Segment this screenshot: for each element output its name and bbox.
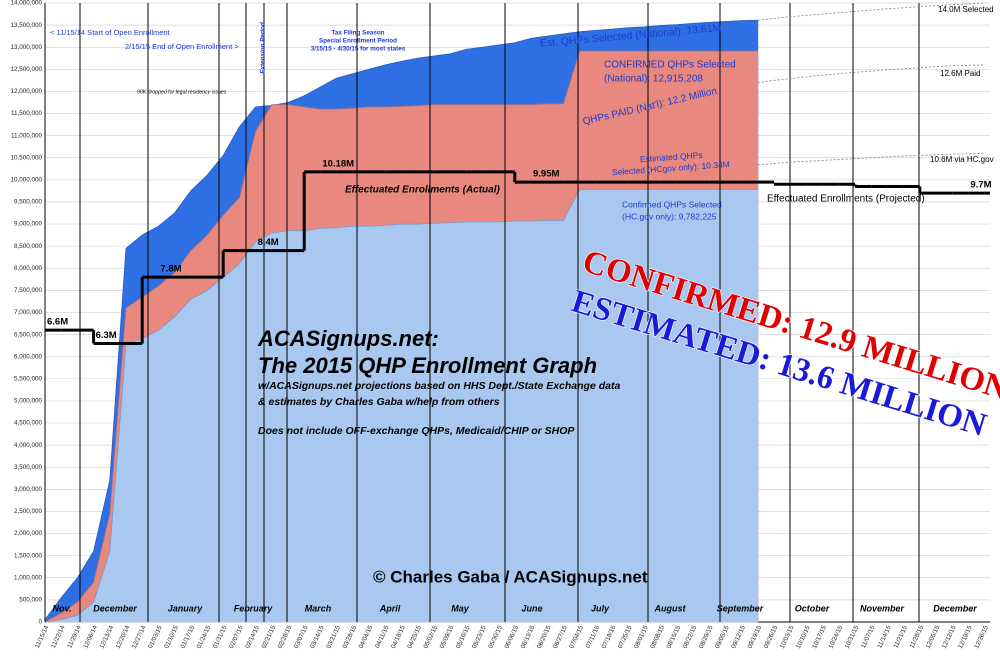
y-tick-label: 10,500,000 xyxy=(10,154,42,161)
area-edge xyxy=(44,189,758,623)
value-label: 6.6M xyxy=(47,317,68,328)
y-tick-label: 6,500,000 xyxy=(14,331,43,338)
annotation: The 2015 QHP Enrollment Graph xyxy=(258,353,597,378)
projection-line xyxy=(757,64,985,84)
month-label: November xyxy=(860,603,905,613)
y-tick-label: 11,500,000 xyxy=(11,110,43,117)
series-label: Effectuated Enrollments (Projected) xyxy=(767,194,925,205)
projection-line xyxy=(757,152,985,166)
y-tick-label: 12,000,000 xyxy=(10,88,42,95)
y-tick-label: 12,500,000 xyxy=(10,66,42,73)
annotation: Confirmed QHPs Selected xyxy=(622,199,722,209)
annotation: 3/15/15 - 4/30/15 for most states xyxy=(311,46,406,53)
month-label: Nov. xyxy=(52,603,71,613)
annotation: Does not include OFF-exchange QHPs, Medi… xyxy=(258,425,575,437)
month-label: December xyxy=(93,603,137,613)
annotation: (National): 12,915,208 xyxy=(604,74,703,85)
month-label: July xyxy=(591,603,610,613)
series-label: Effectuated Enrollments (Actual) xyxy=(345,185,501,196)
annotation: < 11/15/14 Start of Open Enrollment xyxy=(50,28,171,37)
projection-line xyxy=(757,2,985,21)
y-tick-label: 13,000,000 xyxy=(10,44,42,51)
annotation: (HC.gov only): 9,782,225 xyxy=(622,211,717,221)
value-label: 10.18M xyxy=(322,158,354,169)
month-label: September xyxy=(717,603,764,613)
annotation: 90K dropped for legal residency issues xyxy=(137,89,227,95)
month-label: August xyxy=(654,603,687,613)
annotation: 10.6M via HC.gov xyxy=(930,155,994,164)
y-tick-label: 500,000 xyxy=(19,597,42,604)
y-tick-label: 13,500,000 xyxy=(10,22,42,29)
areas xyxy=(44,19,759,623)
y-tick-label: 7,000,000 xyxy=(14,309,43,316)
annotation: w/ACASignups.net projections based on HH… xyxy=(258,380,620,392)
y-tick-label: 2,000,000 xyxy=(14,530,43,537)
y-tick-label: 1,000,000 xyxy=(14,574,43,581)
y-tick-label: 4,500,000 xyxy=(14,420,43,427)
lines xyxy=(45,2,990,345)
y-tick-label: 9,000,000 xyxy=(14,221,43,228)
annotation: 14.0M Selected xyxy=(938,5,994,14)
y-tick-label: 3,000,000 xyxy=(14,486,43,493)
y-tick-label: 5,000,000 xyxy=(14,398,43,405)
annotation: Extension Period xyxy=(260,22,267,74)
annotation: Estimated QHPs xyxy=(640,150,703,164)
month-label: May xyxy=(451,603,470,613)
annotation: & estimates by Charles Gaba w/help from … xyxy=(258,396,500,408)
annotation: Tax Filing Season xyxy=(331,30,384,37)
area-edge xyxy=(44,19,758,621)
value-label: 9.95M xyxy=(533,169,559,180)
value-label: 9.7M xyxy=(970,180,991,191)
area xyxy=(44,189,759,623)
month-label: June xyxy=(521,603,542,613)
y-tick-label: 5,500,000 xyxy=(14,375,43,382)
month-label: February xyxy=(234,603,274,613)
annotation: ACASignups.net: xyxy=(257,326,439,351)
month-label: April xyxy=(379,603,401,613)
month-label: March xyxy=(305,603,332,613)
y-tick-label: 6,000,000 xyxy=(14,353,43,360)
annotation: CONFIRMED QHPs Selected xyxy=(604,60,736,71)
value-label: 8.4M xyxy=(258,237,279,248)
annotation: © Charles Gaba / ACASignups.net xyxy=(373,567,648,586)
y-tick-label: 1,500,000 xyxy=(14,552,43,559)
month-label: December xyxy=(933,603,977,613)
milestone-lines xyxy=(44,3,920,622)
y-tick-label: 10,000,000 xyxy=(10,177,42,184)
month-label: January xyxy=(168,603,204,613)
y-tick-label: 11,000,000 xyxy=(11,132,43,139)
y-tick-label: 8,000,000 xyxy=(14,265,43,272)
y-tick-label: 14,000,000 xyxy=(10,0,42,7)
month-label: October xyxy=(795,603,830,613)
y-tick-label: 0 xyxy=(38,619,42,626)
annotation: 12.6M Paid xyxy=(940,69,980,78)
area-edge xyxy=(44,50,758,623)
y-tick-label: 9,500,000 xyxy=(14,199,43,206)
annotation: 2/15/15 End of Open Enrollment > xyxy=(125,42,239,51)
value-label: 7.8M xyxy=(160,264,181,275)
y-tick-label: 4,000,000 xyxy=(14,442,43,449)
y-tick-label: 3,500,000 xyxy=(14,464,43,471)
y-tick-label: 2,500,000 xyxy=(14,508,43,515)
annotation: Special Enrollment Period xyxy=(319,38,397,45)
y-tick-label: 7,500,000 xyxy=(14,287,43,294)
value-label: 6.3M xyxy=(96,330,117,341)
y-tick-label: 8,500,000 xyxy=(14,243,43,250)
